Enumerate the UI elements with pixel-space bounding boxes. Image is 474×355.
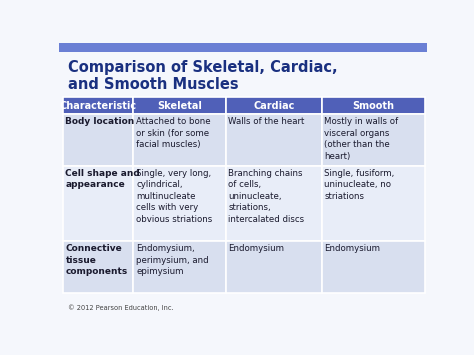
Bar <box>322 241 425 293</box>
Bar <box>134 241 226 293</box>
Text: Skeletal: Skeletal <box>157 100 202 110</box>
Text: Connective
tissue
components: Connective tissue components <box>65 244 128 276</box>
Bar <box>226 97 322 114</box>
Text: Single, very long,
cylindrical,
multinucleate
cells with very
obvious striations: Single, very long, cylindrical, multinuc… <box>136 169 212 224</box>
Text: Cardiac: Cardiac <box>253 100 294 110</box>
Bar <box>226 114 322 166</box>
Text: Characteristic: Characteristic <box>60 100 137 110</box>
Bar <box>63 97 134 114</box>
Text: Single, fusiform,
uninucleate, no
striations: Single, fusiform, uninucleate, no striat… <box>324 169 394 201</box>
Text: and Smooth Muscles: and Smooth Muscles <box>68 77 239 92</box>
Bar <box>322 166 425 241</box>
Bar <box>63 241 134 293</box>
Bar <box>322 114 425 166</box>
Text: Body location: Body location <box>65 117 135 126</box>
Bar <box>134 114 226 166</box>
Text: Smooth: Smooth <box>352 100 394 110</box>
Bar <box>63 114 134 166</box>
Text: Mostly in walls of
visceral organs
(other than the
heart): Mostly in walls of visceral organs (othe… <box>324 117 398 160</box>
Text: Walls of the heart: Walls of the heart <box>228 117 305 126</box>
Text: Endomysium: Endomysium <box>228 244 284 253</box>
Text: Cell shape and
appearance: Cell shape and appearance <box>65 169 140 190</box>
Text: Attached to bone
or skin (for some
facial muscles): Attached to bone or skin (for some facia… <box>136 117 210 149</box>
Bar <box>226 166 322 241</box>
Bar <box>134 97 226 114</box>
Text: © 2012 Pearson Education, Inc.: © 2012 Pearson Education, Inc. <box>68 304 174 311</box>
Bar <box>226 241 322 293</box>
Text: Endomysium: Endomysium <box>324 244 380 253</box>
Bar <box>59 43 427 52</box>
Text: Branching chains
of cells,
uninucleate,
striations,
intercalated discs: Branching chains of cells, uninucleate, … <box>228 169 304 224</box>
Text: Endomysium,
perimysium, and
epimysium: Endomysium, perimysium, and epimysium <box>136 244 209 276</box>
Text: Comparison of Skeletal, Cardiac,: Comparison of Skeletal, Cardiac, <box>68 60 338 75</box>
Bar <box>322 97 425 114</box>
Bar <box>134 166 226 241</box>
Bar <box>63 166 134 241</box>
